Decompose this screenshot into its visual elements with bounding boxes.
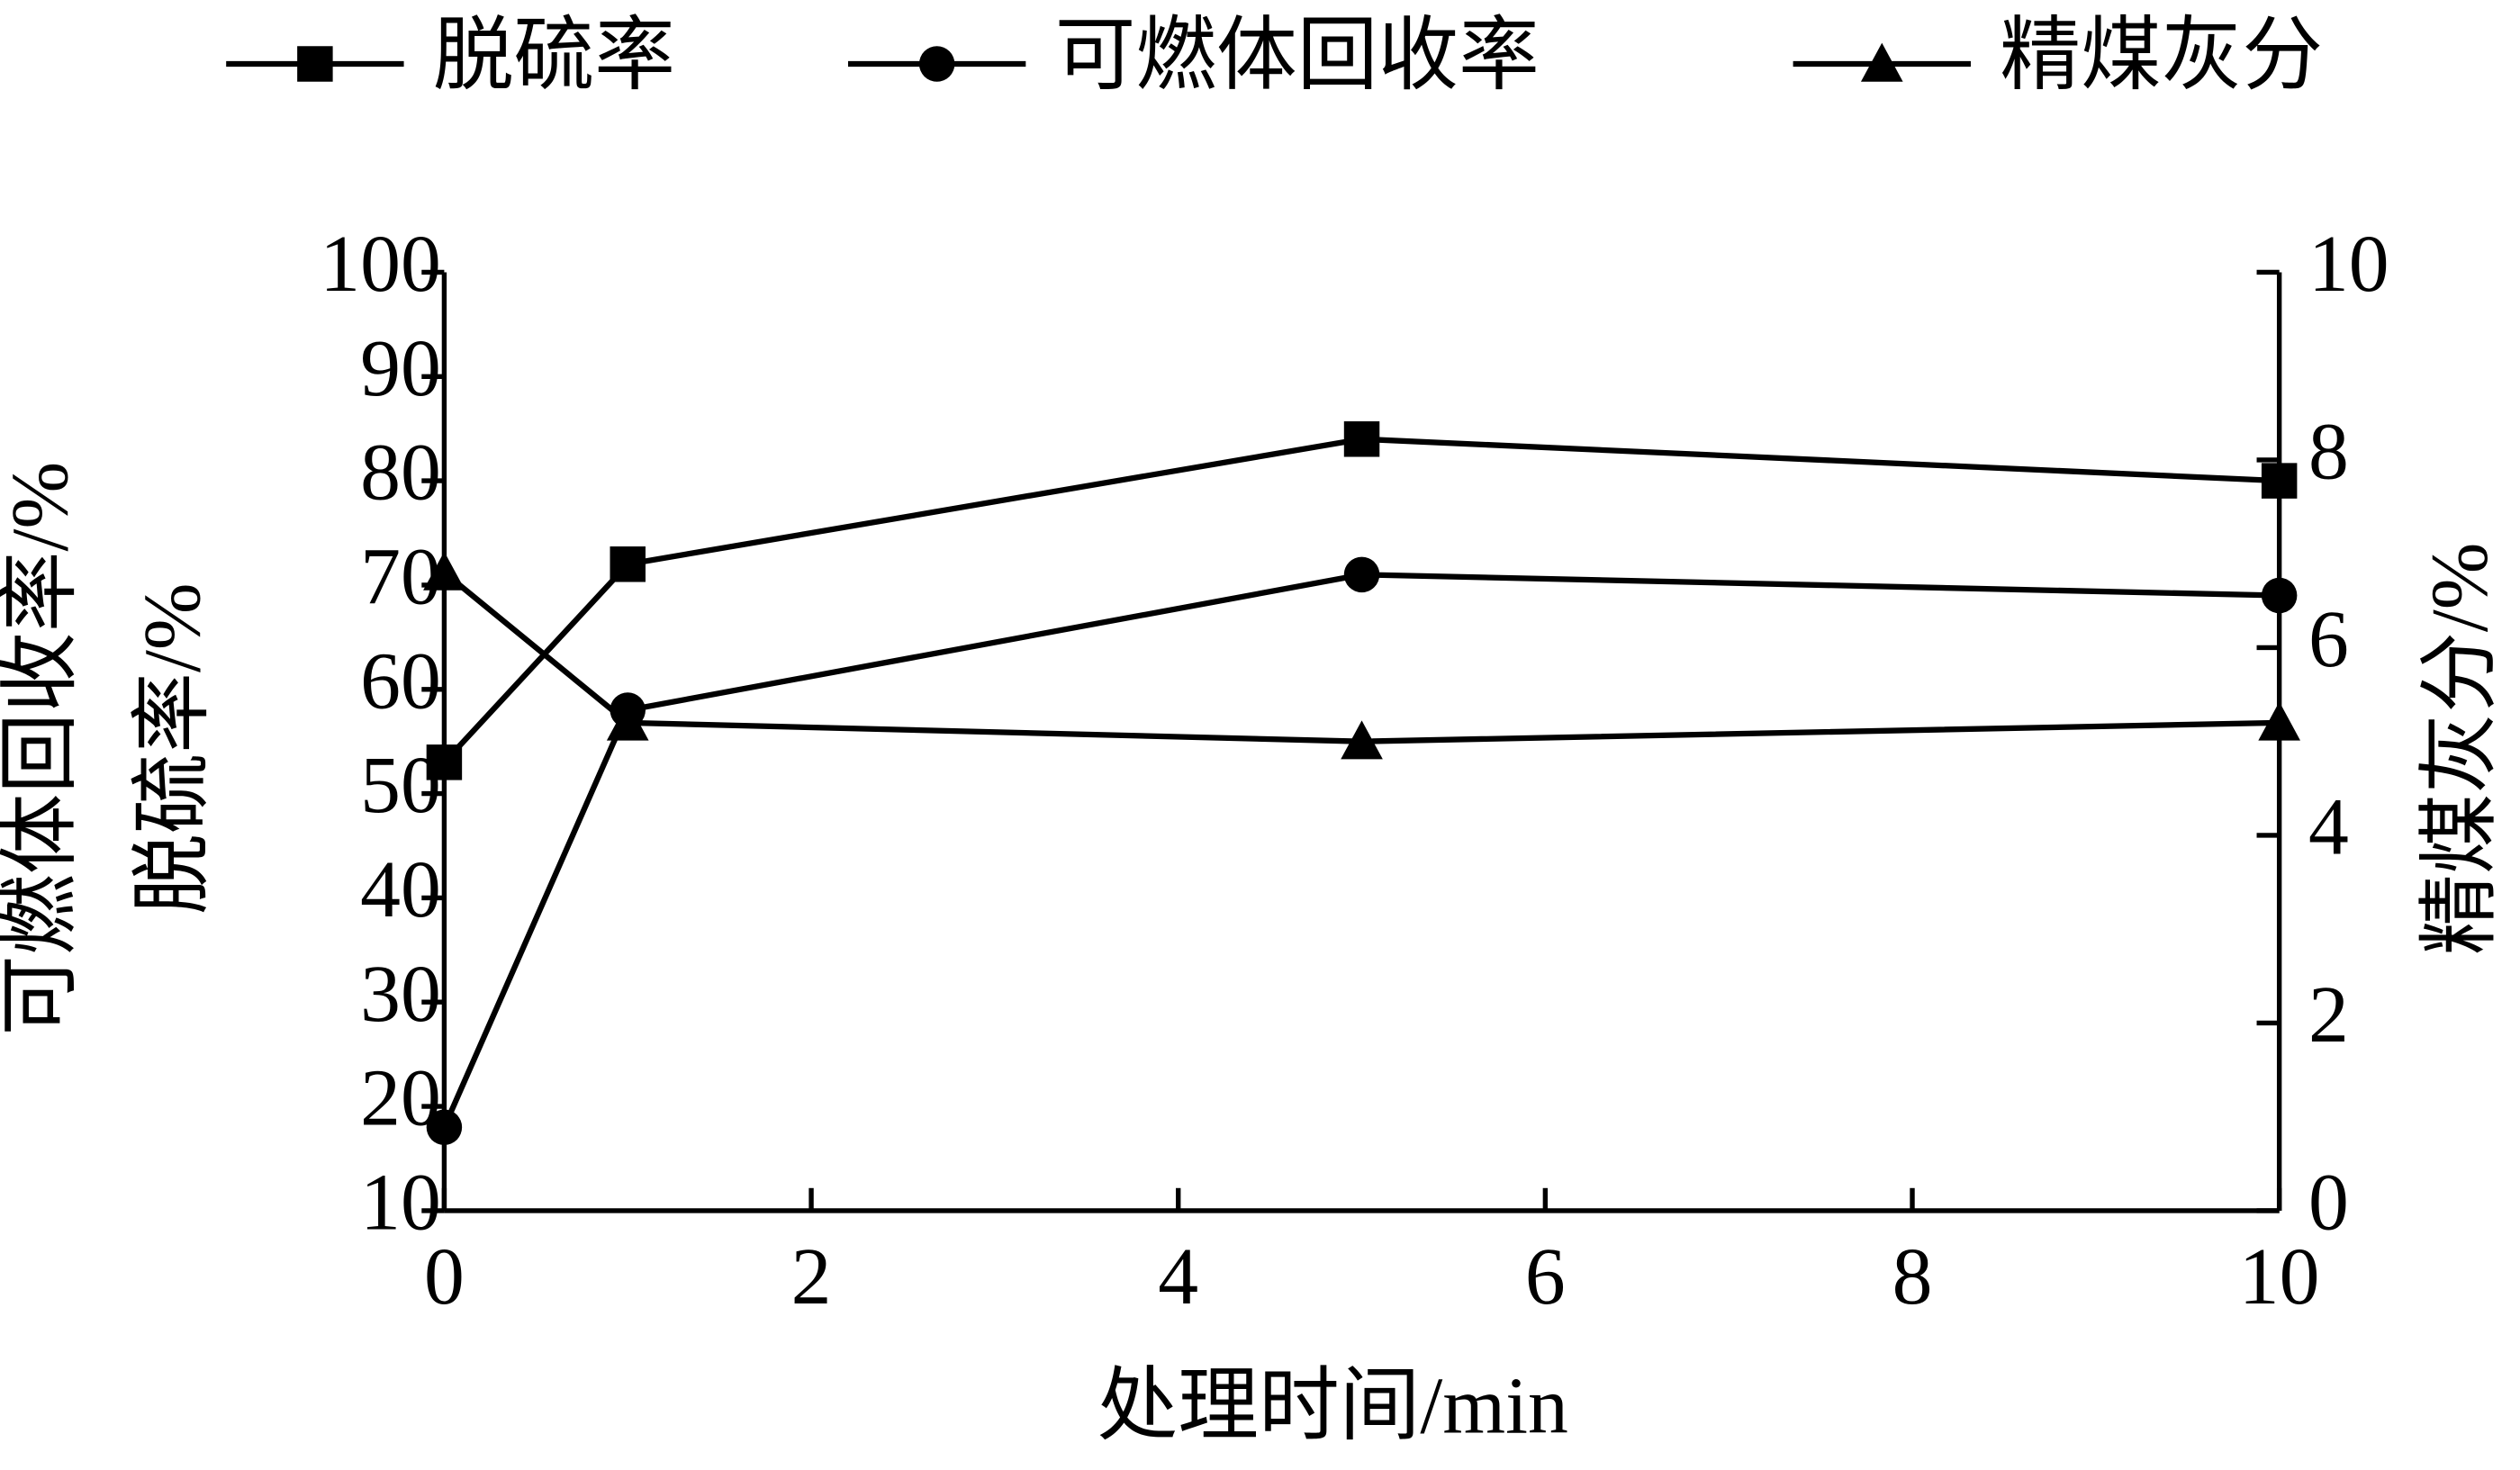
y2-tick-label: 0	[2308, 1158, 2349, 1247]
data-point	[1343, 556, 1380, 593]
x-tick-label: 6	[1525, 1232, 1566, 1321]
legend-label: 精煤灰分	[2000, 12, 2323, 101]
y-tick-label: 70	[360, 533, 441, 622]
data-point	[2261, 463, 2298, 499]
series-line	[441, 572, 2280, 1129]
y-tick-label: 40	[360, 845, 441, 934]
series-line	[442, 436, 2280, 764]
series-line	[442, 570, 2280, 744]
y2-tick-label: 10	[2308, 220, 2389, 309]
y-tick-label: 80	[360, 428, 441, 518]
data-point	[610, 546, 646, 582]
y-axis-label: 脱硫率/%	[129, 582, 218, 915]
data-point	[2261, 577, 2298, 614]
x-tick-label: 2	[791, 1232, 832, 1321]
y-axis-label: 可燃体回收率/%	[0, 462, 85, 1036]
y2-tick-label: 6	[2308, 595, 2349, 684]
y2-tick-label: 2	[2308, 970, 2349, 1060]
x-tick-label: 4	[1158, 1232, 1198, 1321]
data-point	[1343, 421, 1380, 457]
y-tick-label: 100	[320, 220, 441, 309]
y-tick-label: 90	[360, 324, 441, 413]
y-tick-label: 60	[360, 636, 441, 726]
y2-tick-label: 8	[2308, 408, 2349, 497]
x-tick-label: 10	[2239, 1232, 2320, 1321]
data-point	[1341, 720, 1383, 760]
y-tick-label: 30	[360, 950, 441, 1039]
x-tick-label: 0	[424, 1232, 465, 1321]
data-point	[2258, 701, 2300, 741]
data-point	[426, 744, 463, 780]
legend-marker	[918, 46, 955, 82]
x-axis-label: 处理时间/min	[1097, 1362, 1568, 1451]
y2-tick-label: 4	[2308, 783, 2349, 872]
y-tick-label: 10	[360, 1158, 441, 1247]
legend-label: 脱硫率	[433, 12, 675, 101]
legend-marker	[1860, 42, 1903, 82]
legend-marker	[297, 46, 333, 82]
legend-label: 可燃体回收率	[1055, 12, 1540, 101]
data-point	[423, 551, 465, 591]
x-tick-label: 8	[1892, 1232, 1933, 1321]
y2-axis-label: 精煤灰分/%	[2416, 543, 2505, 955]
data-point	[426, 1109, 463, 1145]
data-point	[606, 701, 649, 741]
